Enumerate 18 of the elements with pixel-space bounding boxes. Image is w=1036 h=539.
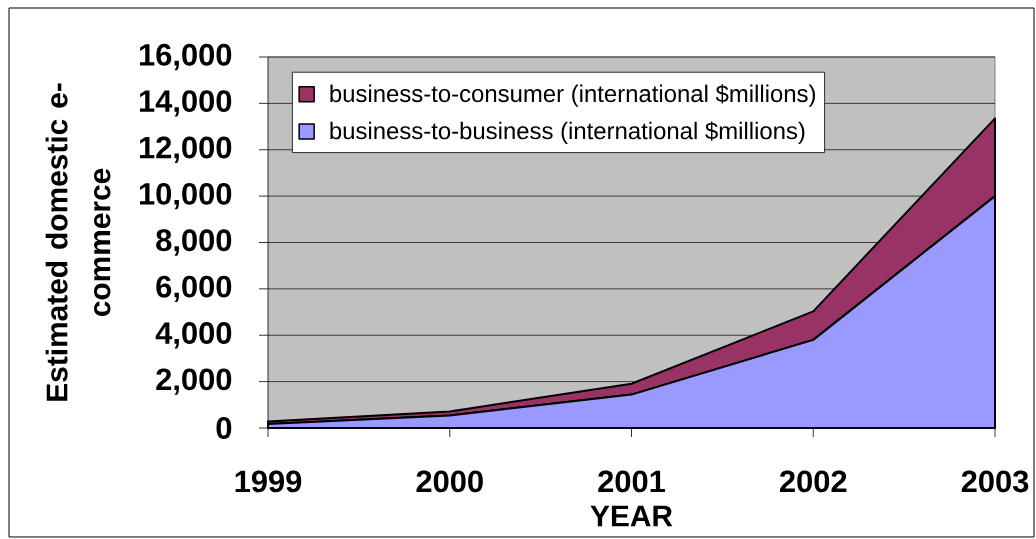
y-tick-label: 10,000 — [139, 182, 232, 210]
y-tick-label: 12,000 — [139, 136, 232, 163]
legend-label: business-to-consumer (international $millions) — [330, 84, 816, 107]
y-tick-label: 0 — [216, 417, 232, 439]
x-tick-label: 2002 — [779, 470, 847, 493]
legend-label: business-to-business (international $millions) — [330, 121, 805, 145]
y-tick-label: 2,000 — [156, 368, 232, 395]
y-tick-label: 14,000 — [139, 90, 232, 117]
x-tick-label: 2000 — [416, 470, 483, 493]
y-tick-label: 6,000 — [156, 275, 232, 303]
y-axis-title: Estimated domestic e-commerce — [45, 83, 111, 401]
x-tick-label: 2003 — [961, 470, 1029, 493]
x-tick-label: 2001 — [598, 470, 665, 493]
x-axis-title: YEAR — [590, 505, 673, 527]
y-tick-label: 8,000 — [156, 229, 232, 256]
y-tick-label: 16,000 — [139, 43, 232, 71]
y-tick-label: 4,000 — [155, 322, 232, 349]
x-tick-label: 1999 — [235, 470, 302, 493]
